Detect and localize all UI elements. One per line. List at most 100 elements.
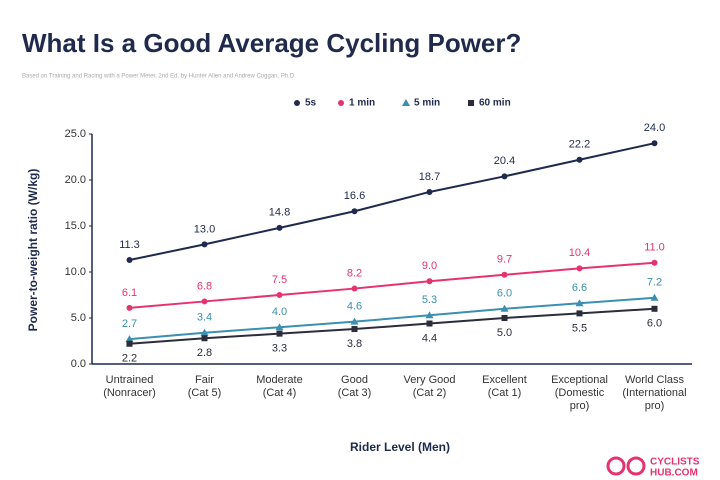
series: 6.1 6.8 7.5 8.2 9.0 9.7 10.4 11.0: [122, 242, 665, 311]
x-tick-label: Fair (Cat 5): [188, 374, 222, 399]
x-tick-label-line: (Cat 2): [413, 387, 447, 399]
point: [468, 100, 474, 106]
point: [350, 317, 359, 325]
data-label: 11.0: [644, 242, 665, 254]
data-label: 8.2: [347, 267, 362, 279]
point: [201, 241, 208, 248]
x-axis-label: Rider Level (Men): [350, 440, 450, 454]
point: [576, 265, 583, 272]
logo: CYCLISTS HUB.COM: [606, 456, 700, 479]
line: [129, 261, 655, 309]
point: [351, 326, 358, 333]
point: [201, 335, 208, 342]
x-tick-label: Good (Cat 3): [338, 374, 372, 399]
data-label: 4.4: [422, 332, 437, 344]
legend-label: 60 min: [479, 98, 511, 109]
line: [129, 142, 655, 262]
data-label: 6.0: [647, 318, 662, 330]
point: [276, 224, 283, 231]
x-tick-label-line: Fair: [195, 374, 214, 386]
point: [351, 208, 358, 215]
x-tick-label-line: Good: [341, 374, 368, 386]
point: [276, 292, 283, 298]
x-tick-label-line: (Cat 5): [188, 387, 222, 399]
data-label: 6.0: [497, 288, 512, 300]
point: [201, 298, 208, 305]
point: [575, 299, 584, 307]
logo-text: CYCLISTS: [650, 457, 700, 468]
legend-label: 1 min: [349, 98, 375, 109]
data-label: 3.8: [347, 338, 362, 350]
logo-wheel: [606, 456, 626, 476]
point: [576, 310, 583, 317]
legend-label: 5 min: [414, 98, 440, 109]
x-tick-label-line: (Cat 1): [488, 387, 522, 399]
y-tick-label: 25.0: [65, 128, 86, 140]
point: [501, 271, 508, 278]
x-tick-label-line: (International: [622, 387, 686, 399]
data-label: 6.6: [572, 282, 587, 294]
x-tick-label: World Class (International pro): [622, 374, 686, 412]
point: [425, 311, 434, 319]
data-label: 9.0: [422, 260, 437, 272]
x-tick-label-line: Moderate: [256, 374, 302, 386]
point: [426, 188, 433, 195]
point: [576, 156, 583, 163]
legend: 5s 1 min 5 min 60 min: [294, 98, 511, 109]
point: [275, 323, 284, 331]
point: [501, 173, 508, 180]
point: [426, 320, 433, 327]
data-label: 20.4: [494, 155, 515, 167]
logo-text: HUB.COM: [650, 468, 698, 479]
x-tick-label: Excellent (Cat 1): [482, 374, 527, 399]
data-label: 6.1: [122, 287, 137, 299]
data-label: 14.8: [269, 207, 290, 219]
series: 2.7 3.4 4.0 4.6 5.3 6.0 6.6 7.2: [122, 277, 662, 343]
x-tick-label-line: World Class: [625, 374, 685, 386]
data-label: 5.3: [422, 294, 437, 306]
logo-wheel: [626, 456, 646, 476]
x-tick-label-line: Exceptional: [551, 374, 608, 386]
x-tick-label-line: pro): [645, 400, 665, 412]
x-tick-label-line: Very Good: [404, 374, 456, 386]
point: [338, 100, 344, 106]
point: [351, 285, 358, 292]
x-tick-label-line: (Cat 3): [338, 387, 372, 399]
legend-label: 5s: [305, 98, 317, 109]
point: [651, 140, 658, 147]
x-tick-label-line: (Cat 4): [263, 387, 297, 399]
data-label: 4.0: [272, 306, 287, 318]
point: [500, 304, 509, 312]
data-label: 11.3: [119, 239, 140, 251]
series: 11.3 13.0 14.8 16.6 18.7 20.4 22.2 24.0: [119, 122, 665, 264]
point: [126, 257, 133, 264]
x-tick-label: Exceptional (Domestic pro): [551, 374, 608, 412]
data-label: 2.2: [122, 353, 137, 365]
data-label: 2.8: [197, 347, 212, 359]
y-tick-label: 20.0: [65, 174, 86, 186]
data-label: 24.0: [644, 122, 665, 134]
data-label: 5.0: [497, 327, 512, 339]
line: [129, 296, 655, 341]
data-label: 6.8: [197, 280, 212, 292]
point: [200, 328, 209, 336]
x-tick-label-line: Excellent: [482, 374, 527, 386]
series: 2.2 2.8 3.3 3.8 4.4 5.0 5.5 6.0: [122, 305, 662, 365]
data-label: 9.7: [497, 254, 512, 266]
data-label: 18.7: [419, 171, 440, 183]
x-tick-label-line: (Nonracer): [103, 387, 156, 399]
point: [402, 99, 410, 106]
chart-title: What Is a Good Average Cycling Power?: [22, 28, 521, 58]
data-label: 3.3: [272, 343, 287, 355]
point: [276, 330, 283, 337]
point: [294, 100, 300, 106]
data-label: 5.5: [572, 322, 587, 334]
point: [651, 305, 658, 312]
point: [650, 293, 659, 301]
x-tick-label: Moderate (Cat 4): [256, 374, 302, 399]
chart-subtitle: Based on Training and Racing with a Powe…: [22, 74, 296, 80]
point: [126, 304, 133, 311]
data-label: 13.0: [194, 223, 215, 235]
x-tick-label-line: pro): [570, 400, 590, 412]
